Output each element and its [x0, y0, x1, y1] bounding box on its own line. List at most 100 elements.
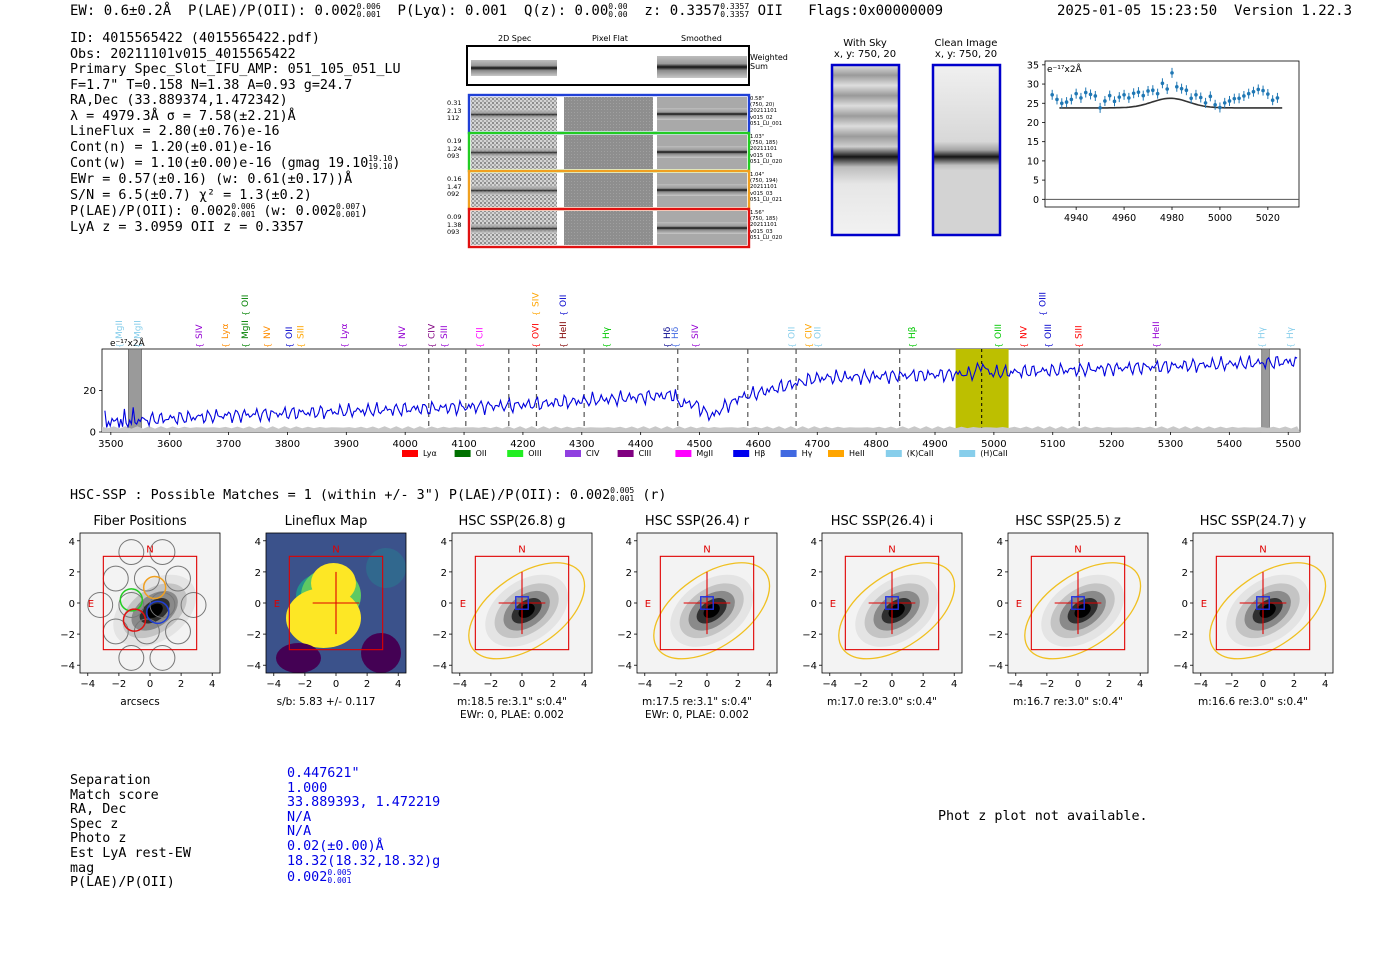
info-sn: S/N = 6.5(±0.7) χ² = 1.3(±0.2) [70, 187, 312, 203]
row-left-stat: 112 [447, 114, 460, 122]
legend-label: Hγ [802, 449, 813, 458]
legend-swatch [402, 450, 418, 457]
info-plae-w-lo: 0.001 [335, 210, 361, 219]
fit-data-point [1122, 93, 1126, 97]
line-label: SIV { [691, 324, 701, 348]
cutout-xtick-label: −2 [484, 679, 499, 690]
header-z: z: 0.3357 [644, 3, 721, 19]
line-label-text: MgII [133, 320, 143, 339]
legend-swatch [733, 450, 750, 457]
row-pixel-flat [564, 135, 653, 169]
line-label: OIII { [1044, 324, 1054, 348]
match-key-score: Match score [70, 787, 159, 803]
fit-data-point [1227, 99, 1232, 103]
cutout-ytick-label: −4 [617, 661, 632, 672]
match-key-ew: Est LyA rest-EW [70, 845, 191, 861]
line-label: MgII { [133, 320, 143, 348]
hsc-summary-band: (r) [642, 488, 667, 503]
info-contw: Cont(w) = 1.10(±0.00)e-16 (gmag 19.10 [70, 156, 369, 171]
line-label-bracket: { [559, 343, 568, 348]
line-label-text: CIV [804, 323, 814, 339]
line-label-bracket: { [221, 343, 230, 348]
line-label-bracket: { [787, 343, 796, 348]
cutout-ytick-label: 2 [1182, 568, 1188, 579]
line-label: OII { [813, 327, 823, 348]
compass-e: E [1016, 599, 1022, 610]
line-label: OIII { [994, 324, 1004, 348]
search-box [659, 555, 755, 651]
line-label: Lyα { [221, 323, 231, 348]
spectrum-xtick-label: 5500 [1275, 439, 1300, 450]
cutout-xlabel2: EWr: 0, PLAE: 0.002 [459, 709, 565, 721]
fit-data-point [1074, 91, 1078, 96]
header-plae: P(LAE)/P(OII): 0.002 [188, 3, 357, 19]
fit-data-point [1194, 93, 1198, 97]
fit-data-point [1222, 101, 1227, 105]
cutout-ytick-label: 0 [255, 599, 261, 610]
row-left-stat: 0.31 [447, 99, 462, 107]
fit-data-point [1213, 103, 1217, 107]
row-left-stat: 0.19 [447, 137, 462, 145]
fiber-highlight [146, 600, 170, 625]
match-marker [885, 596, 899, 610]
fiber-circle [133, 565, 160, 592]
row-smoothed-trace [657, 222, 747, 234]
fit-data-point [1251, 89, 1256, 94]
aperture-ellipse [1209, 562, 1327, 660]
line-label-bracket: { [671, 343, 680, 348]
line-label-bracket: { [531, 343, 540, 348]
row-right-info-line: v015_03 [750, 228, 773, 235]
cutout-ytick-label: 4 [255, 537, 261, 548]
row-right-info: 0.58" (750, 20) 20211101 v015_02 051_LU_001 [750, 96, 782, 127]
info-primary: Primary Spec_Slot_IFU_AMP: 051_105_051_L… [70, 62, 401, 77]
line-label-bracket: { [195, 343, 204, 348]
lineflux-blob [361, 633, 401, 673]
clean-image-title: Clean Image [934, 38, 998, 49]
row-right-info-line: (750, 185) [750, 140, 778, 147]
line-label-bracket: { [241, 343, 250, 348]
line-label-bracket: { [1019, 343, 1028, 348]
line-label-bracket: { [691, 343, 700, 348]
fit-data-point [1127, 96, 1131, 100]
line-label-text: OII [787, 327, 797, 339]
cutout-ytick-label: 2 [811, 568, 817, 579]
line-label-bracket: { [1075, 343, 1084, 348]
fit-data-point [1151, 88, 1155, 92]
cutout-xtick-label: 2 [550, 679, 556, 690]
fiber-circle [118, 592, 145, 618]
line-label-bracket: { [263, 343, 272, 348]
galaxy-isophote [703, 603, 720, 618]
compass-e: E [88, 599, 94, 610]
line-label-text: SIII [296, 325, 306, 339]
cutout-plot: N E −4 −4 −2 −2 0 0 2 2 4 4 [1173, 532, 1334, 690]
row-left-stat: 1.38 [447, 220, 462, 229]
compass-e: E [460, 599, 466, 610]
legend-label: OIII [528, 449, 541, 458]
row-right-info-line: (750, 185) [750, 216, 778, 223]
cutout-ytick-label: 2 [997, 568, 1003, 579]
fit-data-point [1103, 99, 1107, 103]
row-left-stats: 0.19 1.24 093 [447, 137, 462, 161]
line-label: CII { [475, 327, 485, 348]
line-label-bracket: { [531, 311, 540, 316]
line-label-bracket: { [241, 311, 250, 316]
fit-data-point [1242, 94, 1246, 98]
info-radec: RA,Dec (33.889374,1.472342) [70, 93, 288, 108]
fit-data-point [1246, 91, 1251, 96]
legend-label: Lyα [423, 449, 437, 458]
spectrum-xtick-label: 5400 [1217, 439, 1242, 450]
row-smoothed-trace [657, 146, 747, 158]
spec2d-header-pixelflat: Pixel Flat [592, 34, 628, 43]
match-val-plae-row: 0.002 0.005 0.001 [287, 869, 440, 886]
fit-ytick-label: 15 [1027, 137, 1039, 148]
line-label: Lyα { [340, 323, 350, 348]
row-2dspec-trace [471, 110, 557, 119]
info-contw-row: Cont(w) = 1.10(±0.00)e-16 (gmag 19.10 19.… [70, 154, 401, 172]
cutout-xtick-label: 4 [951, 679, 957, 690]
spectrum-xtick-label: 4500 [687, 439, 712, 450]
cutout-xtick-label: −4 [1193, 679, 1208, 690]
info-plae-w: (w: 0.002 [263, 204, 336, 219]
clean-image-xy: x, y: 750, 20 [934, 49, 998, 60]
search-box [1030, 555, 1126, 651]
cutout-xtick-label: 4 [1137, 679, 1143, 690]
